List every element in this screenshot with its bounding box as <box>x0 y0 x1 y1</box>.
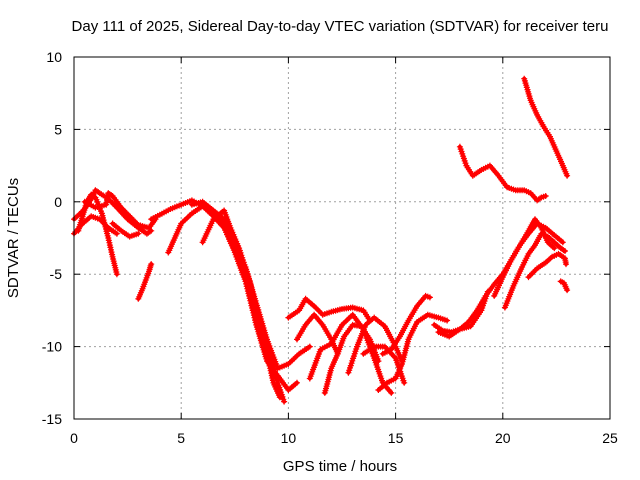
series-arc-26 <box>557 278 571 294</box>
x-tick-label: 5 <box>177 430 185 446</box>
x-tick-label: 25 <box>602 430 618 446</box>
y-axis-title: SDTVAR / TECUs <box>5 178 22 298</box>
y-tick-label: 10 <box>46 49 62 65</box>
series-arc-16 <box>375 311 451 393</box>
series-arc-14 <box>321 321 382 396</box>
series-markers <box>345 314 405 376</box>
series-markers <box>285 295 373 324</box>
y-tick-label: 0 <box>54 194 62 210</box>
series-arc-6 <box>135 261 155 302</box>
x-tick-label: 15 <box>388 430 404 446</box>
y-tick-label: 5 <box>54 121 62 137</box>
series-markers <box>360 343 408 386</box>
y-tick-label: -5 <box>50 266 63 282</box>
series-markers <box>501 230 568 311</box>
series-markers <box>135 261 155 302</box>
series-markers <box>199 207 288 405</box>
x-tick-labels: 0 5 10 15 20 25 <box>70 430 618 446</box>
series-arc-23 <box>501 230 568 311</box>
data-series <box>71 75 571 405</box>
series-markers <box>81 190 159 231</box>
x-tick-label: 0 <box>70 430 78 446</box>
x-tick-label: 10 <box>281 430 297 446</box>
series-arc-21 <box>456 143 549 204</box>
series-markers <box>491 216 558 299</box>
x-axis-title: GPS time / hours <box>283 458 397 475</box>
series-markers <box>456 143 549 204</box>
axes <box>73 56 611 420</box>
series-markers <box>521 75 571 179</box>
series-markers <box>557 278 571 294</box>
plot-frame <box>73 56 611 420</box>
chart-title: Day 111 of 2025, Sidereal Day-to-day VTE… <box>72 18 609 35</box>
series-markers <box>109 220 142 240</box>
series-arc-25 <box>525 250 569 281</box>
series-arc-11 <box>285 295 373 324</box>
y-tick-label: -10 <box>42 339 62 355</box>
series-arc-5 <box>109 220 142 240</box>
y-tick-label: -15 <box>42 411 62 427</box>
y-tick-labels: 10 5 0 -5 -10 -15 <box>42 49 62 427</box>
series-markers <box>321 321 382 396</box>
series-markers <box>525 250 569 281</box>
series-arc-10 <box>199 207 288 405</box>
x-tick-label: 20 <box>495 430 511 446</box>
series-markers <box>375 311 451 393</box>
series-arc-4 <box>81 190 159 231</box>
series-arc-18 <box>360 343 408 386</box>
series-arc-24 <box>521 75 571 179</box>
